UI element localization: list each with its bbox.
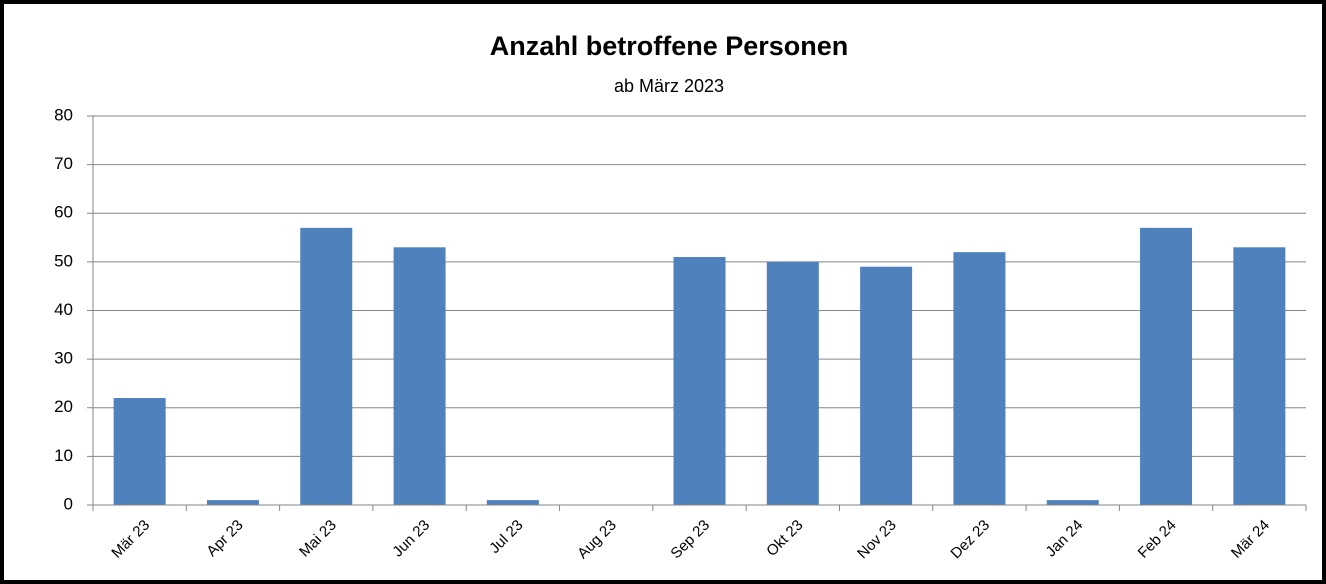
bar: [860, 266, 913, 505]
y-tick-label: 0: [64, 494, 73, 513]
chart-subtitle: ab März 2023: [614, 76, 724, 96]
bar: [393, 247, 446, 505]
y-tick-label: 30: [54, 349, 73, 368]
y-tick-label: 50: [54, 251, 73, 270]
y-tick-label: 40: [54, 300, 73, 319]
y-tick-label: 80: [54, 105, 73, 124]
bar: [486, 500, 539, 505]
bar: [113, 398, 166, 505]
y-tick-label: 10: [54, 446, 73, 465]
y-tick-label: 70: [54, 154, 73, 173]
y-tick-label: 20: [54, 397, 73, 416]
y-tick-label: 60: [54, 203, 73, 222]
bar: [1046, 500, 1099, 505]
bar: [206, 500, 259, 505]
chart-title: Anzahl betroffene Personen: [490, 31, 849, 61]
bar: [1233, 247, 1286, 505]
bar: [300, 227, 353, 505]
bar: [673, 257, 726, 505]
bar: [766, 261, 819, 505]
bar: [1140, 227, 1193, 505]
bar: [953, 252, 1006, 505]
